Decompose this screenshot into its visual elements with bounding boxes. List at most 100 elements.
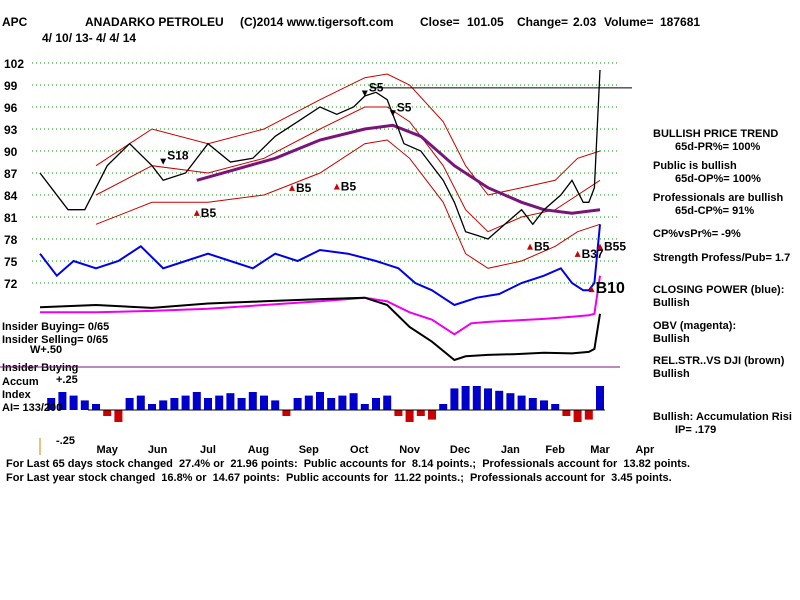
accumulation-bar	[551, 404, 560, 410]
month-tick-label: Jan	[501, 444, 520, 456]
accumulation-bar	[103, 410, 112, 416]
month-tick-label: May	[96, 444, 118, 456]
accumulation-bar	[114, 410, 123, 422]
close-value: 101.05	[467, 15, 504, 29]
accumulation-bar	[584, 410, 593, 420]
sell-arrow-icon	[160, 158, 167, 165]
strength-value: Strength Profess/Pub= 1.7	[653, 252, 791, 264]
price-tick-label: 75	[4, 255, 18, 269]
sell-arrow-icon	[389, 110, 396, 117]
lower-band-line	[95, 139, 601, 269]
accumulation-bar	[293, 398, 302, 410]
month-tick-label: Dec	[450, 444, 470, 456]
accumulation-bar	[69, 395, 78, 410]
signal-label: B5	[534, 240, 550, 254]
accumulation-bar	[472, 386, 481, 410]
close-label: Close=	[420, 15, 460, 29]
buy-arrow-icon	[588, 286, 595, 293]
accumulation-bar	[372, 398, 380, 410]
volume-label: Volume=	[604, 15, 653, 29]
price-axis-ticks: 102 99 96 93 90 87 84 81 78 75 72	[4, 57, 24, 291]
buy-arrow-icon	[597, 243, 603, 250]
accum-title: Bullish: Accumulation Risi	[653, 411, 792, 423]
relative-strength-line	[39, 296, 601, 362]
change-label: Change=	[517, 15, 568, 29]
pros-title: Professionals are bullish	[653, 192, 784, 204]
accumulation-bar	[596, 386, 604, 410]
accumulation-bar	[237, 398, 246, 410]
accumulation-bar	[495, 390, 504, 410]
insider-selling-ratio: Insider Selling= 0/65	[2, 334, 108, 346]
accumulation-bar	[316, 392, 324, 410]
accumulation-bar	[215, 395, 224, 410]
signal-label: B55	[604, 240, 626, 254]
accumulation-bar	[80, 400, 89, 410]
signal-label: B5	[296, 181, 312, 195]
closing-power-value: Bullish	[653, 297, 690, 309]
relstr-title: REL.STR..VS DJI (brown)	[653, 355, 785, 367]
accum-minus-tick: -.25	[56, 435, 75, 447]
accumulation-bar	[573, 410, 582, 422]
accumulation-bar	[248, 392, 257, 410]
sell-arrow-icon	[361, 90, 368, 97]
signal-label: B10	[596, 280, 625, 297]
ticker-label: APC	[2, 15, 28, 29]
upper-band-line	[95, 73, 601, 196]
footer-line-65-days: For Last 65 days stock changed 27.4% or …	[6, 458, 691, 470]
insider-buying-label: Insider Buying	[2, 362, 78, 374]
accumulation-bar	[58, 392, 67, 410]
month-axis-ticks: May Jun Jul Aug Sep Oct Nov Dec Jan Feb Mar Apr	[96, 444, 654, 456]
public-value: 65d-OP%= 100%	[675, 173, 761, 185]
price-tick-label: 93	[4, 123, 18, 137]
accumulation-bar	[226, 393, 235, 410]
accumulation-bar	[394, 410, 403, 416]
accumulation-bar	[439, 404, 448, 410]
price-line	[39, 69, 601, 240]
obv-line	[40, 275, 601, 336]
month-tick-label: Apr	[635, 444, 655, 456]
accumulation-bar	[260, 395, 268, 410]
ip-value: IP= .179	[675, 424, 717, 436]
month-tick-label: Jun	[148, 444, 168, 456]
accumulation-bar	[484, 388, 492, 410]
company-name: ANADARKO PETROLEU	[85, 15, 224, 29]
signal-label: B37	[582, 247, 604, 261]
accumulation-bar	[360, 404, 369, 410]
accumulation-bar	[148, 404, 156, 410]
signal-label: B5	[341, 179, 357, 193]
buy-arrow-icon	[333, 183, 340, 190]
accumulation-bar	[416, 410, 425, 416]
accumulation-bar	[304, 395, 313, 410]
accumulation-bar	[282, 410, 291, 416]
month-tick-label: Mar	[590, 444, 610, 456]
price-tick-label: 96	[4, 101, 18, 115]
accumulation-bar	[181, 395, 190, 410]
buy-arrow-icon	[289, 184, 295, 191]
accumulation-bar	[159, 400, 168, 410]
price-tick-label: 81	[4, 211, 18, 225]
cpvspr-value: CP%vsPr%= -9%	[653, 228, 741, 240]
month-tick-label: Aug	[248, 444, 269, 456]
accumulation-bar	[349, 393, 358, 410]
accumulation-bar	[450, 388, 459, 410]
accum-label: Accum	[2, 376, 39, 388]
accumulation-bar	[383, 395, 392, 410]
accumulation-bar	[327, 398, 336, 410]
obv-title: OBV (magenta):	[653, 320, 737, 332]
accumulation-bar	[461, 386, 470, 410]
signal-label: S18	[167, 149, 189, 163]
accumulation-bar	[338, 395, 347, 410]
accumulation-bar	[47, 398, 56, 410]
price-tick-label: 84	[4, 189, 18, 203]
obv-value: Bullish	[653, 333, 690, 345]
month-tick-label: Feb	[545, 444, 565, 456]
buy-arrow-icon	[574, 250, 581, 257]
accumulation-bar	[92, 404, 100, 410]
signal-label: S5	[397, 100, 412, 114]
accumulation-bar	[170, 398, 179, 410]
accumulation-bar	[204, 398, 212, 410]
long-ma-line	[196, 123, 601, 215]
indicator-lines	[39, 69, 601, 362]
footer-line-year: For Last year stock changed 16.8% or 14.…	[6, 472, 672, 484]
pros-value: 65d-CP%= 91%	[675, 205, 755, 217]
